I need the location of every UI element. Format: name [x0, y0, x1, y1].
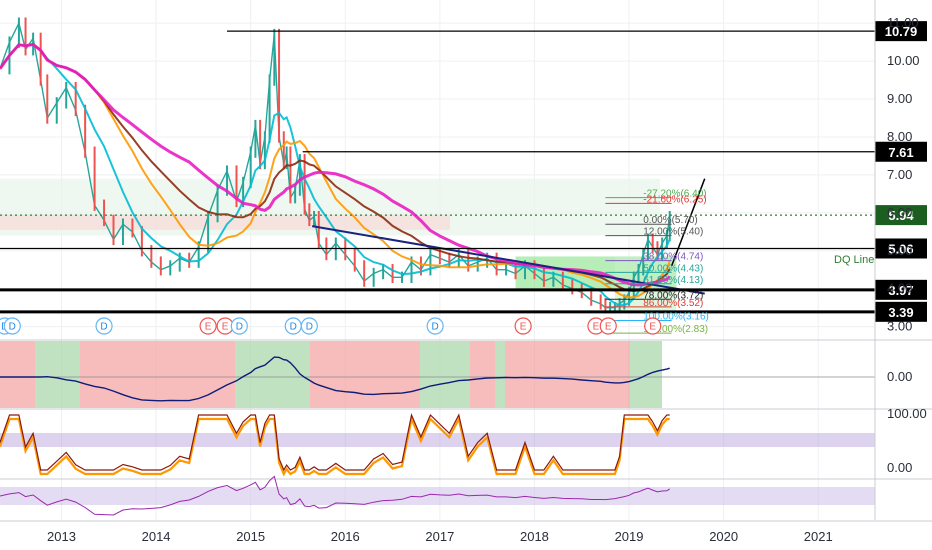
time-tick-label: 2013: [47, 529, 76, 544]
price-tick-label: 11.00: [887, 15, 919, 30]
rsi-line: [0, 475, 670, 516]
panel-tick-label: 100.00: [887, 406, 927, 421]
oscillator-band: [470, 341, 495, 408]
oscillator-band: [505, 341, 630, 408]
dq-line-annotation: DQ Line: [834, 254, 874, 266]
event-marker-label: D: [236, 322, 243, 333]
oscillator-band: [310, 341, 420, 408]
event-marker-label: D: [9, 322, 16, 333]
event-marker-circle: [426, 317, 444, 335]
event-marker-circle: [3, 317, 21, 335]
ma-fast: [0, 43, 671, 307]
fib-label: -21.60%(6.25): [643, 194, 706, 205]
price-zones: [0, 178, 677, 312]
event-marker-circle: [599, 317, 617, 335]
oscillator-band: [0, 341, 35, 408]
event-marker-circle: [644, 317, 662, 335]
event-marker-circle: [514, 317, 532, 335]
level-tag: [875, 21, 927, 42]
event-markers: DDDEEDDDDEEEE: [0, 317, 662, 335]
price-tick-label: 10.00: [887, 53, 920, 68]
level-label: 10.79: [885, 24, 918, 39]
fib-label: 38.00%(4.74): [643, 252, 703, 263]
time-tick-label: 2019: [615, 529, 644, 544]
level-label: 3.97: [888, 283, 913, 298]
fib-label: 12.00%(5.40): [643, 227, 703, 238]
event-marker-label: E: [222, 322, 229, 333]
price-tick-label: 8.00: [887, 129, 912, 144]
level-tag: [875, 205, 927, 226]
panel-tick-label: 0.00: [887, 369, 912, 384]
stoch-band: [0, 433, 875, 447]
price-tick-label: 7.00: [887, 167, 912, 182]
fib-label: 0.00%(5.70): [643, 215, 697, 226]
event-marker-circle: [199, 317, 217, 335]
level-tag: [875, 301, 927, 322]
rsi-band: [0, 487, 875, 505]
indicator-panels: [0, 339, 932, 516]
price-tick-label: 6.00: [887, 205, 912, 220]
fib-label: 113.00%(2.83): [643, 324, 708, 335]
ma-mid: [0, 43, 671, 299]
time-tick-label: 2015: [236, 529, 265, 544]
event-marker-label: E: [520, 322, 527, 333]
projection-line: [670, 178, 706, 267]
level-tag: [875, 141, 927, 162]
time-tick-label: 2020: [709, 529, 738, 544]
event-marker-label: D: [432, 322, 439, 333]
time-tick-label: 2021: [804, 529, 833, 544]
oscillator-band: [495, 341, 505, 408]
oscillator-band: [420, 341, 470, 408]
price-tick-label: 3.00: [887, 319, 912, 334]
time-tick-label: 2018: [520, 529, 549, 544]
fib-label: -27.20%(6.40): [643, 189, 706, 200]
red-zone: [0, 214, 450, 230]
event-marker-circle: [300, 317, 318, 335]
ma-slow: [0, 43, 671, 293]
level-tag: [875, 238, 927, 259]
horizontal-levels: 10.79 7.61 5.94 5.06 3.97 3.39: [0, 21, 927, 322]
down-trendline: [311, 225, 705, 295]
level-label: 5.94: [888, 208, 914, 223]
event-marker-label: E: [205, 322, 212, 333]
stoch-d-line: [0, 415, 670, 477]
time-tick-label: 2014: [142, 529, 171, 544]
event-marker-label: E: [593, 322, 600, 333]
time-tick-label: 2017: [425, 529, 454, 544]
stoch-k-line: [0, 412, 670, 472]
price-tick-label: 5.00: [887, 243, 912, 258]
level-label: 3.39: [888, 305, 913, 320]
price-tick-label: 9.00: [887, 91, 912, 106]
fib-label: 61.80%(4.13): [643, 275, 703, 286]
event-marker-circle: [95, 317, 113, 335]
time-tick-label: 2016: [331, 529, 360, 544]
level-label: 7.61: [888, 145, 913, 160]
panel-tick-label: 0.00: [887, 460, 912, 475]
event-marker-label: D: [100, 322, 107, 333]
event-marker-label: D: [290, 322, 297, 333]
event-marker-label: E: [649, 322, 656, 333]
fib-label: 100.00%(3.16): [643, 312, 709, 323]
ma-long: [0, 42, 671, 287]
price-series: [0, 17, 706, 314]
event-marker-circle: [230, 317, 248, 335]
level-tag: [875, 279, 927, 300]
fib-label: 50.00%(4.43): [643, 263, 703, 274]
oscillator-band: [35, 341, 80, 408]
oscillator-band: [80, 341, 90, 408]
oscillator-band: [90, 341, 235, 408]
price-tick-label: 4.00: [887, 281, 912, 296]
fibonacci-levels: -27.20%(6.40)-21.60%(6.25) 0.00%(5.70)12.…: [605, 189, 709, 335]
fib-label: 86.00%(3.52): [643, 298, 703, 309]
level-label: 5.06: [888, 241, 913, 256]
oscillator-line: [0, 356, 670, 402]
fib-label: 78.00%(3.72): [643, 290, 703, 301]
event-marker-label: D: [306, 322, 313, 333]
event-marker-label: E: [605, 322, 612, 333]
